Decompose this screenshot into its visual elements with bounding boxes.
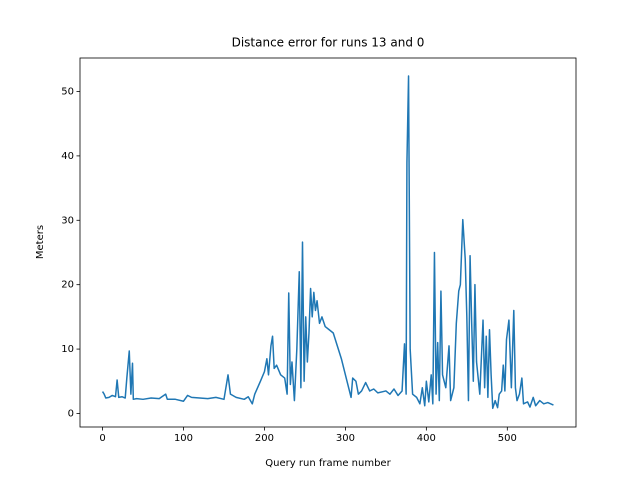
x-tick-label: 100	[174, 433, 193, 444]
x-tick-label: 200	[255, 433, 274, 444]
x-tick-label: 0	[99, 433, 105, 444]
x-tick-label: 300	[336, 433, 355, 444]
plot-frame	[79, 57, 577, 428]
y-tick-label: 20	[61, 280, 74, 291]
y-tick-label: 40	[61, 151, 74, 162]
chart-title: Distance error for runs 13 and 0	[232, 36, 425, 50]
data-line	[101, 75, 554, 410]
x-tick-label: 400	[417, 433, 436, 444]
y-axis-label: Meters	[35, 225, 46, 259]
y-tick-label: 0	[68, 408, 74, 419]
y-tick-label: 30	[61, 215, 74, 226]
y-tick-label: 10	[61, 344, 74, 355]
x-tick-label: 500	[498, 433, 517, 444]
x-axis-label: Query run frame number	[265, 458, 391, 469]
y-tick-label: 50	[61, 86, 74, 97]
